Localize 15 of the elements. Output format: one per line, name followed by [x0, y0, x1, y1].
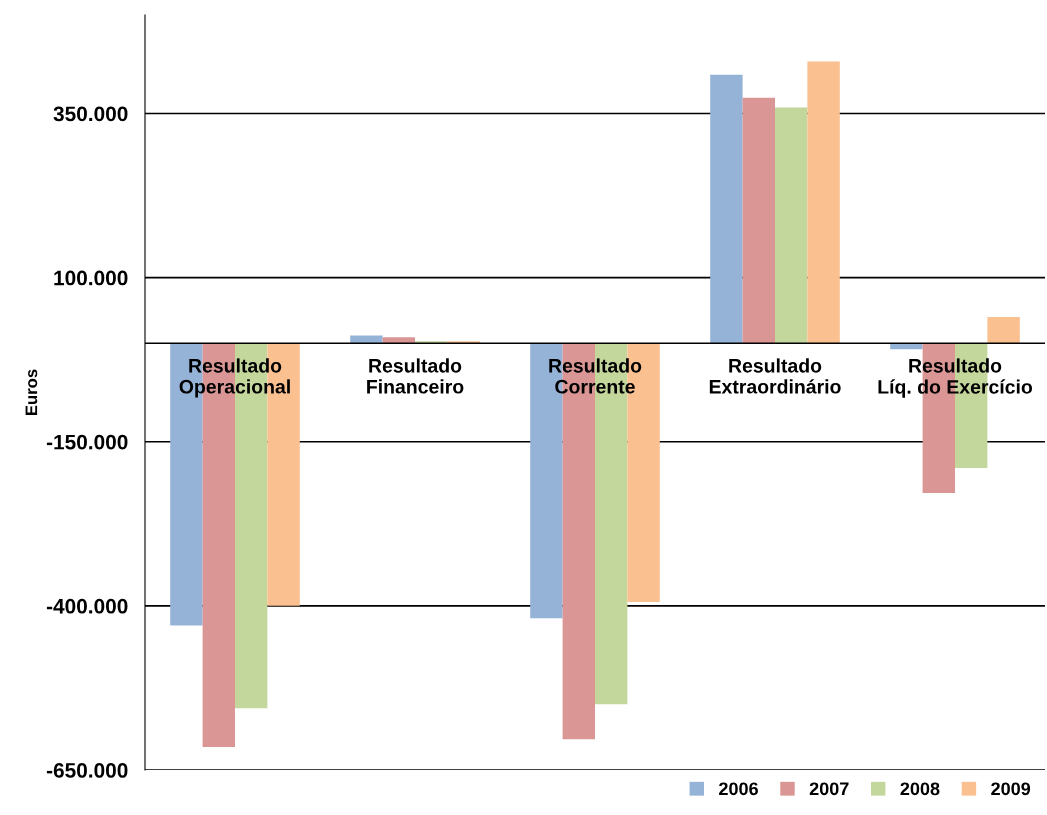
- y-tick-label: 100.000: [54, 270, 128, 286]
- y-tick-label: -400.000: [46, 598, 128, 614]
- y-axis-title: Euros: [25, 369, 38, 415]
- x-tick-label: Resultado Líq. do Exercício: [878, 358, 1033, 398]
- x-tick-label: Resultado Operacional: [179, 358, 290, 398]
- legend-label: 2007: [809, 782, 849, 796]
- x-tick-label: Resultado Corrente: [549, 358, 642, 394]
- legend-label: 2006: [719, 782, 758, 796]
- x-tick-label: Resultado Extraordinário: [709, 358, 841, 394]
- y-tick-label: 350.000: [53, 106, 128, 122]
- x-tick-label: Resultado Financeiro: [367, 358, 464, 394]
- legend-label: 2009: [991, 782, 1031, 796]
- y-tick-label: -650.000: [46, 763, 128, 778]
- y-tick-label: -150.000: [46, 434, 128, 450]
- legend-label: 2008: [900, 782, 940, 796]
